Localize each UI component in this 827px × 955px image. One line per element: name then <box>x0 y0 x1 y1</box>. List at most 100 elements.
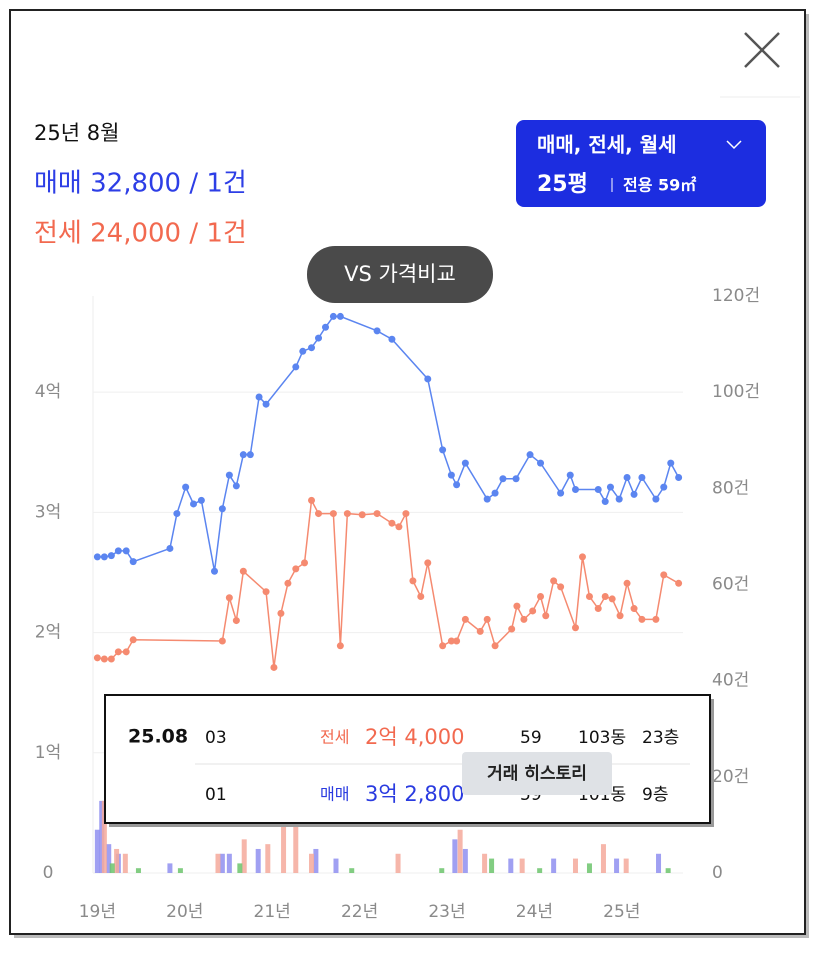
volume-bar <box>551 858 557 873</box>
price-point <box>537 593 545 601</box>
tooltip-date: 25.08 <box>128 726 188 748</box>
price-point <box>308 496 316 504</box>
price-point <box>476 627 484 635</box>
price-point <box>409 577 417 585</box>
x-tick-label: 25년 <box>603 902 640 922</box>
price-point <box>232 617 240 625</box>
price-point <box>329 312 337 320</box>
price-point <box>652 615 660 623</box>
price-point <box>225 594 233 602</box>
price-point <box>173 510 181 518</box>
price-point <box>262 400 270 408</box>
price-point <box>630 490 638 498</box>
tooltip-cell: 03 <box>205 728 227 748</box>
x-tick-label: 24년 <box>516 902 553 922</box>
date: 25년 8월 <box>34 121 119 145</box>
price-point <box>571 486 579 494</box>
price-point <box>343 510 351 518</box>
price-point <box>675 474 683 482</box>
price-point <box>373 510 381 518</box>
volume-bar <box>237 863 243 873</box>
y2-tick-label: 40건 <box>712 671 749 691</box>
price-point <box>578 553 586 561</box>
history-button[interactable]: 거래 히스토리 <box>462 752 612 795</box>
x-tick-label: 21년 <box>254 902 291 922</box>
volume-bar <box>99 800 105 873</box>
price-point <box>601 498 609 506</box>
price-point <box>461 615 469 623</box>
volume-bar <box>349 868 355 873</box>
volume-bar <box>109 863 115 873</box>
price-point <box>129 558 137 566</box>
price-point <box>182 483 190 491</box>
price-point <box>114 648 122 656</box>
price-point <box>638 474 646 482</box>
y2-tick-label: 60건 <box>712 575 749 595</box>
price-point <box>585 593 593 601</box>
price-point <box>667 459 675 467</box>
price-point <box>277 609 285 617</box>
tooltip-cell: 103동 <box>578 728 626 748</box>
history-label: 거래 히스토리 <box>487 764 587 784</box>
volume-bar <box>255 848 261 873</box>
price-point <box>557 583 565 591</box>
compare-bg <box>307 246 493 303</box>
price-point <box>190 500 198 508</box>
price-point <box>601 593 609 601</box>
price-point <box>239 567 247 575</box>
price-point <box>491 489 499 497</box>
volume-bar <box>94 829 100 873</box>
price-point <box>608 595 616 603</box>
price-point <box>550 577 558 585</box>
x-tick-label: 22년 <box>341 902 378 922</box>
price-point <box>114 547 122 555</box>
price-point <box>246 451 254 459</box>
price-point <box>262 588 270 596</box>
price-point <box>218 637 226 645</box>
price-point <box>197 496 205 504</box>
compare-button[interactable]: VS 가격비교 <box>307 246 493 303</box>
tooltip-cell: 23층 <box>642 728 679 748</box>
tooltip-cell: 9층 <box>642 785 668 805</box>
close-button[interactable] <box>744 32 780 68</box>
price-point <box>388 519 396 527</box>
volume-bar <box>177 868 183 873</box>
price-point <box>439 446 447 454</box>
y2-tick-label: 100건 <box>712 382 760 402</box>
chevron <box>726 140 742 150</box>
volume-bar <box>656 853 662 873</box>
price-point <box>395 523 403 531</box>
volume-bar <box>135 868 141 873</box>
price-point <box>322 323 330 331</box>
price-point <box>594 486 602 494</box>
price-point <box>255 393 263 401</box>
price-point <box>542 612 550 620</box>
price-point <box>299 347 307 355</box>
price-point <box>491 642 499 650</box>
y2-tick-label: 0 <box>712 863 723 883</box>
volume-bar <box>122 853 128 873</box>
price-point <box>210 567 218 575</box>
price-point <box>315 334 323 342</box>
price-point <box>652 495 660 503</box>
y2-tick-label: 120건 <box>712 286 760 306</box>
price-point <box>270 663 278 671</box>
sale-summary: 매매 32,800 / 1건 <box>34 169 247 199</box>
price-point <box>513 602 521 610</box>
price-point <box>483 615 491 623</box>
price-point <box>615 495 623 503</box>
volume-bar <box>219 853 225 873</box>
volume-bar <box>586 863 592 873</box>
price-point <box>424 375 432 383</box>
price-point <box>537 459 545 467</box>
price-point <box>417 593 425 601</box>
price-point <box>453 637 461 645</box>
price-point <box>122 648 130 656</box>
price-point <box>239 451 247 459</box>
price-point <box>638 615 646 623</box>
filter-button[interactable]: 매매, 전세, 월세 25평 전용 59㎡ <box>516 120 766 207</box>
price-point <box>630 605 638 613</box>
volume-bar <box>281 820 287 873</box>
price-point <box>129 636 137 644</box>
price-point <box>308 344 316 352</box>
